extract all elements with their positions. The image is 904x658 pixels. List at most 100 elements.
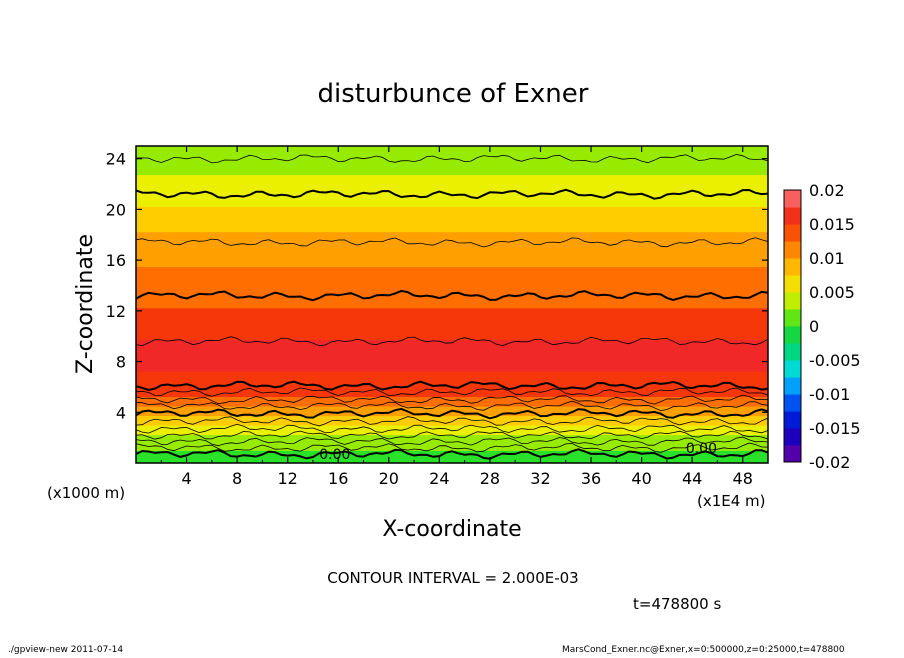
fill-band — [136, 244, 768, 249]
fill-band — [136, 317, 768, 321]
colorbar-tick-label: -0.005 — [809, 351, 861, 370]
fill-band — [136, 371, 768, 375]
fill-band — [136, 155, 768, 160]
colorbar-swatch — [784, 224, 801, 242]
fill-band — [136, 241, 768, 245]
fill-band — [136, 231, 768, 236]
fill-band — [136, 402, 768, 407]
colorbar — [783, 189, 802, 463]
colorbar-swatch — [784, 190, 801, 208]
contour-line — [136, 188, 768, 200]
x-tick-label: 32 — [530, 469, 550, 488]
fill-band — [136, 177, 768, 182]
y-tick-label: 24 — [106, 150, 126, 169]
fill-band — [136, 326, 768, 331]
fill-band — [136, 412, 768, 417]
fill-band — [136, 301, 768, 306]
y-tick-label: 12 — [106, 302, 126, 321]
chart-title: disturbunce of Exner — [318, 79, 589, 109]
fill-band — [136, 158, 768, 163]
fill-band — [136, 171, 768, 176]
fill-band — [136, 250, 768, 255]
fill-band — [136, 168, 768, 172]
colorbar-swatch — [784, 377, 801, 395]
fill-band — [136, 275, 768, 280]
fill-band — [136, 377, 768, 382]
plot-frame — [135, 145, 769, 464]
fill-band — [136, 320, 768, 325]
colorbar-swatch — [784, 258, 801, 276]
fill-band — [136, 367, 768, 372]
fill-band — [136, 152, 768, 157]
fill-band — [136, 310, 768, 315]
colorbar-swatch — [784, 411, 801, 429]
fill-band — [136, 355, 768, 359]
fill-band — [136, 323, 768, 328]
colorbar-swatch — [784, 343, 801, 361]
x-axis-label: X-coordinate — [382, 517, 521, 542]
contour-line — [136, 407, 768, 420]
fill-band — [136, 358, 768, 363]
fill-band — [136, 206, 768, 210]
fill-band — [136, 453, 768, 458]
contour-line — [136, 153, 768, 164]
fill-band — [136, 279, 768, 283]
fill-band — [136, 348, 768, 353]
x-tick-label: 48 — [733, 469, 753, 488]
fill-band — [136, 184, 768, 188]
fill-band — [136, 212, 768, 217]
x-tick-label: 8 — [232, 469, 242, 488]
fill-band — [136, 383, 768, 388]
fill-band — [136, 456, 768, 461]
contour-line — [136, 237, 768, 248]
contour-lines: 0.00 0.00 — [136, 153, 768, 463]
fill-band — [136, 415, 768, 420]
fill-band — [136, 386, 768, 391]
fill-band — [136, 263, 768, 268]
colorbar-swatch — [784, 445, 801, 463]
contour-line — [136, 423, 768, 434]
footer-right: MarsCond_Exner.nc@Exner,x=0:500000,z=0:2… — [562, 645, 845, 654]
fill-band — [136, 225, 768, 230]
contour-line — [136, 416, 768, 427]
colorbar-swatch — [784, 292, 801, 310]
fill-band — [136, 314, 768, 318]
fill-band — [136, 336, 768, 340]
fill-band — [136, 434, 768, 439]
fill-band — [136, 298, 768, 302]
fill-band — [136, 393, 768, 398]
fill-band — [136, 424, 768, 429]
fill-band — [136, 165, 768, 169]
x-tick-label: 36 — [581, 469, 601, 488]
contour-line — [136, 394, 768, 405]
y-axis-ticks: 4 8 12 16 20 24 — [106, 150, 768, 422]
colorbar-labels: 0.02 0.015 0.01 0.005 0 -0.005 -0.01 -0.015 -0.0… — [809, 181, 861, 472]
plot-fill-bands — [136, 146, 768, 463]
fill-band — [136, 215, 768, 220]
fill-band — [136, 218, 768, 223]
fill-band — [136, 196, 768, 201]
colorbar-tick-label: -0.015 — [809, 419, 861, 438]
contour-line — [136, 430, 768, 440]
y-tick-label: 20 — [106, 200, 126, 219]
fill-band — [136, 228, 768, 233]
x-axis-ticks: 4 8 12 16 20 24 28 32 36 40 44 48 — [160, 146, 753, 488]
colorbar-tick-label: -0.02 — [809, 453, 850, 472]
colorbar-swatch — [784, 275, 801, 293]
fill-band — [136, 199, 768, 204]
fill-band — [136, 345, 768, 350]
y-tick-label: 8 — [116, 353, 126, 372]
x-unit-right: (x1E4 m) — [697, 492, 766, 510]
fill-band — [136, 272, 768, 277]
fill-band — [136, 288, 768, 293]
fill-band — [136, 380, 768, 385]
y-axis-label: Z-coordinate — [73, 234, 98, 374]
fill-band — [136, 260, 768, 264]
fill-band — [136, 282, 768, 287]
fill-band — [136, 333, 768, 337]
fill-band — [136, 443, 768, 448]
y-tick-label: 4 — [116, 403, 126, 422]
colorbar-tick-label: -0.01 — [809, 385, 850, 404]
colorbar-tick-label: 0.02 — [809, 181, 845, 200]
